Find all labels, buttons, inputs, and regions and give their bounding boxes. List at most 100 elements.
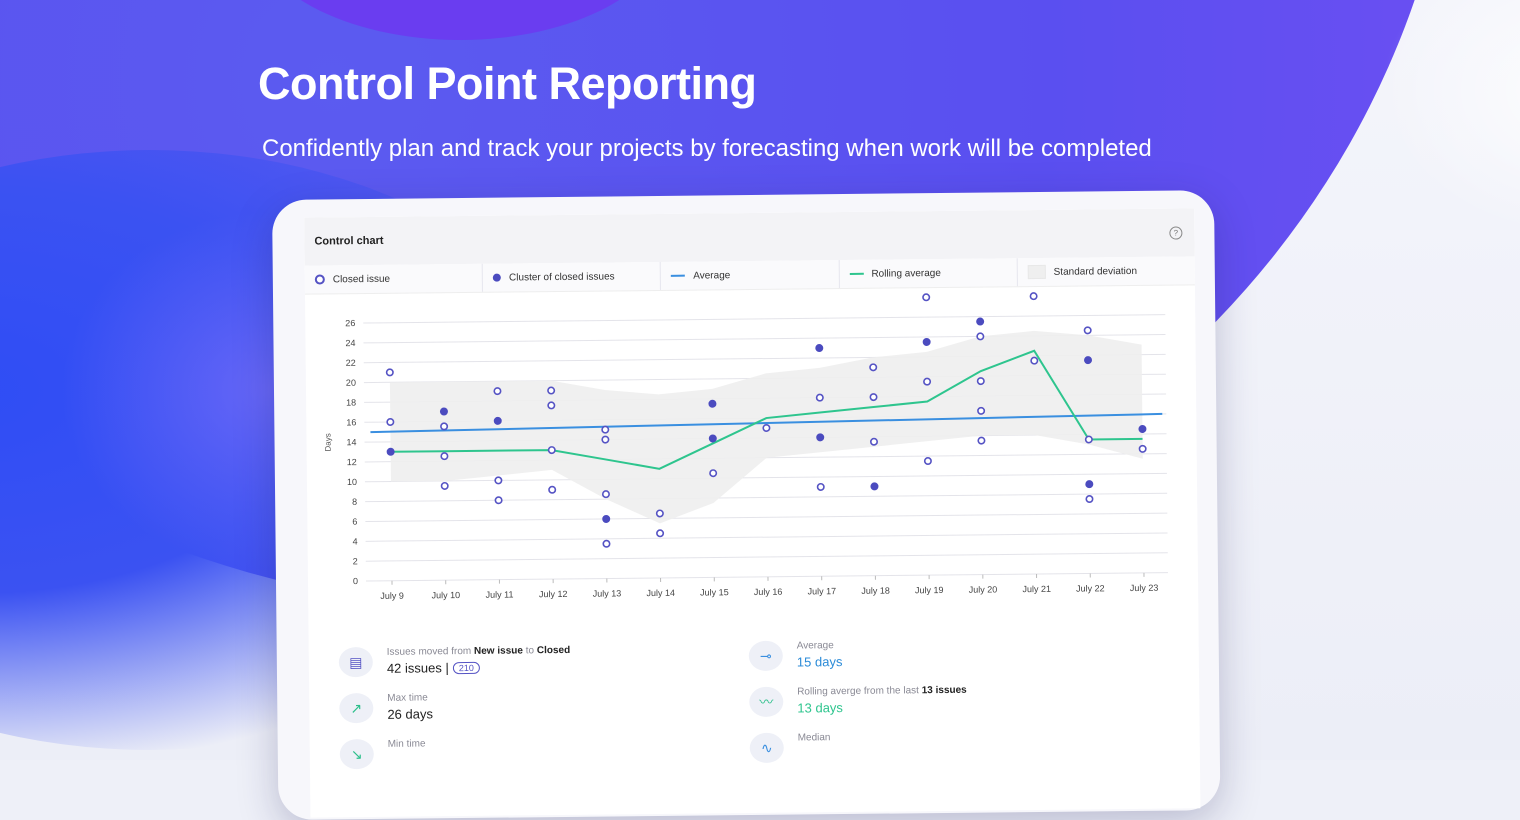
legend-item-standard-deviation[interactable]: Standard deviation (1017, 256, 1194, 286)
closed-issue-point (978, 378, 984, 384)
closed-issue-point (548, 387, 554, 393)
stat-label: Min time (388, 738, 426, 749)
closed-issue-point (387, 419, 393, 425)
stat-label: Issues moved from New issue to Closed (387, 645, 571, 658)
x-tick-label: July 18 (861, 586, 890, 596)
stat-min-time: ↘ Min time (340, 738, 426, 769)
closed-issue-point (548, 402, 554, 408)
x-tick-label: July 23 (1130, 583, 1159, 593)
closed-issue-point (923, 294, 929, 300)
x-tick-label: July 11 (486, 589, 514, 599)
legend-label: Average (693, 270, 730, 281)
y-tick-label: 0 (353, 576, 358, 586)
closed-issue-point (924, 378, 930, 384)
y-tick-label: 4 (353, 536, 358, 546)
closed-issue-point (925, 458, 931, 464)
stat-value: 13 days (797, 699, 967, 716)
stat-value: 26 days (387, 706, 433, 721)
closed-issue-point (977, 333, 983, 339)
stat-average: ⊸ Average 15 days (749, 640, 843, 671)
closed-issue-point (441, 453, 447, 459)
closed-issue-point (549, 447, 555, 453)
help-circle-icon[interactable]: ? (1169, 226, 1182, 239)
card-title: Control chart (314, 235, 383, 248)
closed-issue-point (657, 530, 663, 536)
closed-issue-point (978, 408, 984, 414)
closed-issue-point (1086, 436, 1092, 442)
issues-card-icon: ▤ (339, 647, 373, 677)
green-line-icon (849, 273, 863, 275)
cluster-point (815, 344, 823, 352)
arrow-up-right-icon: ↗ (339, 693, 373, 723)
legend-item-closed-issue[interactable]: Closed issue (305, 264, 483, 294)
cluster-point (976, 318, 984, 326)
arrow-down-right-icon: ↘ (340, 739, 374, 769)
stat-value: 15 days (797, 654, 843, 669)
y-tick-label: 2 (353, 556, 358, 566)
stat-label: Median (798, 732, 831, 743)
x-tick-label: July 12 (539, 589, 568, 599)
closed-issue-point (657, 510, 663, 516)
closed-issue-point (495, 497, 501, 503)
closed-issue-point (602, 426, 608, 432)
hero-subtitle: Confidently plan and track your projects… (262, 135, 1152, 163)
closed-issue-point (818, 484, 824, 490)
open-circle-icon (315, 274, 325, 284)
closed-issue-point (978, 437, 984, 443)
y-tick-label: 8 (352, 497, 357, 507)
average-slider-icon: ⊸ (749, 641, 783, 671)
closed-issue-point (602, 436, 608, 442)
median-wave-icon: ∿ (750, 733, 784, 763)
y-tick-label: 26 (345, 318, 355, 328)
x-tick-label: July 9 (380, 591, 404, 601)
x-tick-label: July 13 (593, 588, 622, 598)
y-tick-label: 10 (347, 477, 357, 487)
gridline (363, 315, 1165, 323)
y-tick-label: 18 (346, 398, 356, 408)
gridline (366, 553, 1168, 561)
stat-label: Max time (387, 692, 433, 703)
closed-issue-point (549, 487, 555, 493)
closed-issue-point (495, 477, 501, 483)
cluster-point (870, 482, 878, 490)
y-tick-label: 20 (346, 378, 356, 388)
closed-issue-point (817, 394, 823, 400)
stat-value: 42 issues |210 (387, 659, 571, 676)
issue-count-badge[interactable]: 210 (453, 662, 480, 674)
closed-issue-point (870, 364, 876, 370)
x-tick-label: July 20 (969, 584, 998, 594)
legend-item-rolling-average[interactable]: Rolling average (839, 258, 1017, 288)
closed-issue-point (1031, 357, 1037, 363)
gridline (366, 533, 1168, 541)
legend-item-average[interactable]: Average (661, 260, 839, 290)
closed-issue-point (603, 491, 609, 497)
y-tick-label: 12 (347, 457, 357, 467)
x-tick-label: July 16 (754, 587, 783, 597)
tablet-frame: Control chart ? Closed issue Cluster of … (272, 190, 1220, 820)
stat-rolling-average: 〰 Rolling averge from the last 13 issues… (749, 685, 967, 717)
closed-issue-point (1139, 446, 1145, 452)
hero-title: Control Point Reporting (258, 58, 756, 110)
closed-issue-point (387, 369, 393, 375)
y-tick-label: 14 (346, 437, 356, 447)
stat-label: Rolling averge from the last 13 issues (797, 685, 967, 698)
cluster-point (602, 515, 610, 523)
x-tick-label: July 14 (646, 588, 675, 598)
legend-item-cluster[interactable]: Cluster of closed issues (483, 262, 661, 292)
control-chart-card: Control chart ? Closed issue Cluster of … (304, 208, 1200, 817)
closed-issue-point (603, 541, 609, 547)
x-tick-label: July 21 (1022, 584, 1051, 594)
closed-issue-point (494, 388, 500, 394)
closed-issue-point (441, 423, 447, 429)
legend-label: Closed issue (333, 273, 390, 285)
closed-issue-point (441, 483, 447, 489)
closed-issue-point (870, 394, 876, 400)
legend-label: Rolling average (871, 267, 941, 279)
closed-issue-point (871, 439, 877, 445)
y-tick-label: 6 (352, 517, 357, 527)
stat-label: Average (797, 640, 843, 651)
gridline (365, 493, 1167, 501)
stat-median: ∿ Median (750, 732, 831, 763)
